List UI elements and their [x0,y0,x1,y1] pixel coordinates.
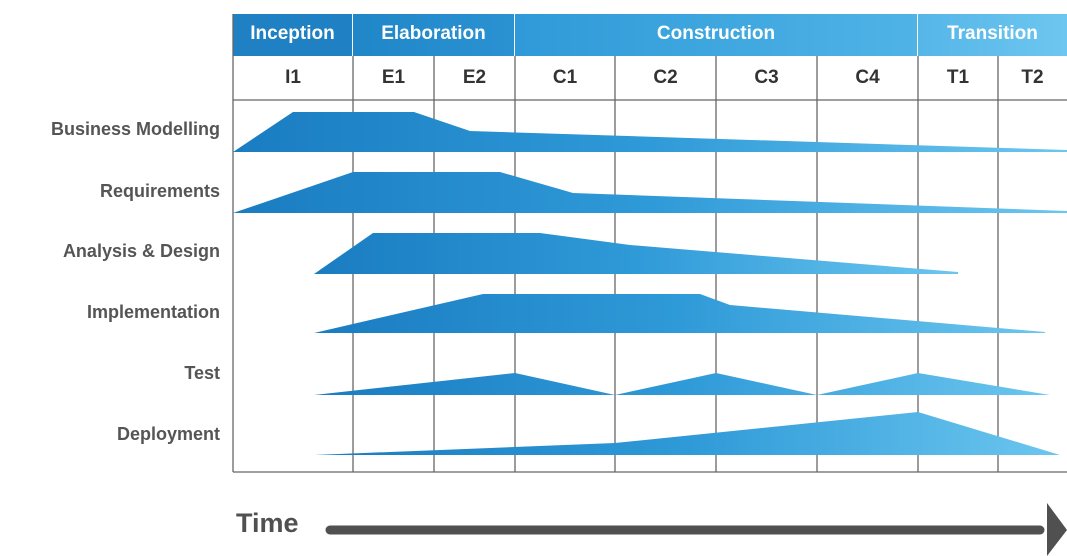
phase-label: Construction [656,23,776,44]
phase-elaboration: Elaboration [353,14,515,56]
iteration-label: C3 [754,67,779,88]
iteration-label: I1 [285,67,301,88]
business-modelling-workload [233,112,1067,152]
iteration-label: E1 [381,67,406,88]
phase-transition: Transition [918,14,1067,56]
iteration-label: T2 [1021,67,1044,88]
implementation-workload [314,294,1045,333]
iteration-header: I1 E1 E2 C1 C2 C3 C4 T1 T2 [233,56,1067,100]
iteration-label: T1 [946,67,970,88]
grid-lines [232,14,1067,473]
discipline-label: Business Modelling [50,119,220,139]
phase-construction: Construction [515,14,918,56]
iteration-label: E2 [462,67,487,88]
discipline-label: Requirements [99,181,220,201]
analysis-design-workload [314,233,958,274]
iteration-label: C1 [552,67,578,88]
deployment-workload [314,412,1060,455]
requirements-workload [233,172,1067,213]
iteration-label: C4 [855,67,880,88]
discipline-label: Implementation [86,302,220,322]
phase-inception: Inception [233,14,353,56]
discipline-label: Test [184,363,220,383]
iteration-label: C2 [653,67,678,88]
phase-header: Inception Elaboration Construction Trans… [233,14,1067,56]
test-workload [314,373,1050,395]
phase-label: Transition [947,23,1038,44]
time-arrow [325,503,1067,556]
discipline-label: Analysis & Design [62,241,220,261]
phase-label: Elaboration [381,23,486,44]
phase-label: Inception [250,23,335,44]
time-label: Time [236,508,299,538]
discipline-label: Deployment [116,424,220,444]
